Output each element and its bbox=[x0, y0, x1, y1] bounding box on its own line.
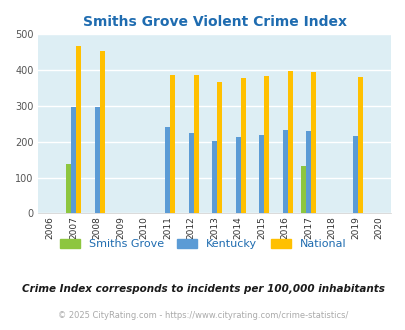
Bar bbox=[165, 127, 170, 214]
Bar bbox=[66, 164, 71, 214]
Bar bbox=[188, 133, 193, 214]
Bar bbox=[94, 107, 100, 214]
Bar bbox=[282, 130, 287, 214]
Bar bbox=[240, 78, 245, 214]
Bar bbox=[305, 131, 311, 214]
Bar bbox=[170, 75, 175, 214]
Bar bbox=[287, 71, 292, 214]
Bar bbox=[71, 107, 76, 214]
Bar bbox=[211, 142, 217, 214]
Bar bbox=[217, 82, 222, 214]
Text: Crime Index corresponds to incidents per 100,000 inhabitants: Crime Index corresponds to incidents per… bbox=[21, 284, 384, 294]
Bar bbox=[264, 76, 269, 214]
Bar bbox=[300, 166, 305, 214]
Bar bbox=[258, 135, 264, 214]
Title: Smiths Grove Violent Crime Index: Smiths Grove Violent Crime Index bbox=[83, 15, 346, 29]
Bar bbox=[193, 75, 198, 214]
Bar bbox=[352, 136, 358, 214]
Text: © 2025 CityRating.com - https://www.cityrating.com/crime-statistics/: © 2025 CityRating.com - https://www.city… bbox=[58, 311, 347, 320]
Bar bbox=[100, 51, 104, 214]
Bar bbox=[235, 137, 240, 214]
Bar bbox=[311, 72, 315, 214]
Bar bbox=[358, 77, 362, 214]
Bar bbox=[76, 46, 81, 214]
Legend: Smiths Grove, Kentucky, National: Smiths Grove, Kentucky, National bbox=[55, 234, 350, 253]
